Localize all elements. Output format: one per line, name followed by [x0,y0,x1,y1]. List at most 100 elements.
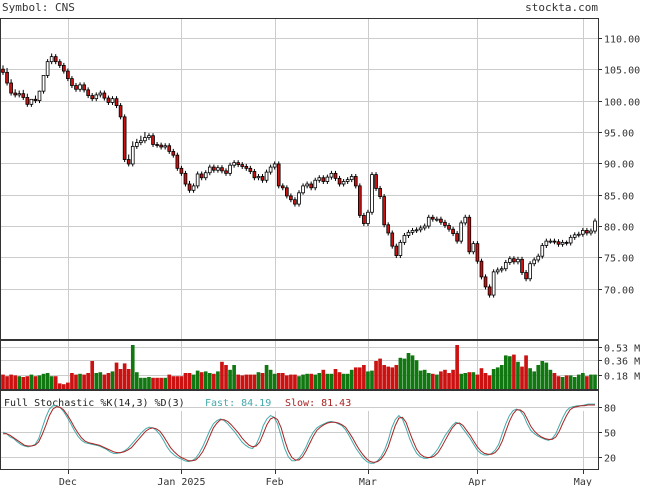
candle-body [548,240,553,243]
price-tick-label: 100.00 [604,98,640,109]
candle-body [155,144,159,146]
volume-bar [70,373,74,389]
volume-bar [540,361,545,389]
candle-body [62,65,66,72]
candle-body [479,260,484,278]
volume-bar [216,371,220,389]
volume-bar [487,375,492,389]
volume-bar [260,373,265,389]
candle-body [260,176,265,181]
price-tick-label: 80.00 [604,223,634,234]
candle-body [5,71,9,84]
candle-body [187,183,192,191]
candle-body [333,172,338,179]
x-tick-label: Mar [359,477,377,486]
candle-body [552,240,557,243]
stochastic-panel-frame [0,390,599,470]
volume-bar [406,353,411,389]
candle-body [191,185,196,191]
price-axis: 110.00 105.00 100.00 95.00 90.00 85.00 80.00 75… [598,35,640,297]
candle-body [240,164,245,167]
candle-body [366,211,370,224]
volume-bar [564,375,569,389]
volume-bar [589,374,593,389]
x-tick-label: Jan 2025 [157,477,205,486]
volume-bar [232,365,236,389]
candle-body [593,220,597,232]
volume-bar [443,369,447,389]
candle-body [224,170,228,174]
candle-body [499,268,504,271]
candle-body [317,177,322,181]
price-tick-label: 90.00 [604,160,634,171]
volume-bar [195,370,200,389]
candle-body [256,176,261,179]
volume-bar [398,357,403,389]
volume-bar [422,369,427,389]
candle-body [378,188,382,197]
candle-body [228,164,232,174]
volume-bar [224,365,228,389]
candle-body [439,218,443,223]
candle-body [585,230,589,234]
volume-bar [21,377,26,389]
candle-body [17,93,22,96]
candle-body [349,176,354,181]
candle-body [248,167,253,172]
candle-body [430,216,435,220]
candle-body [370,174,374,213]
volume-bar [516,361,520,389]
volume-bar [503,355,508,389]
volume-bar [508,356,512,389]
candle-body [29,98,34,105]
volume-bar [439,371,443,389]
candle-body [329,172,334,178]
candle-body [398,241,403,256]
candle-body [199,173,204,179]
volume-bar [78,373,82,389]
volume-bar [317,373,322,389]
volume-bar [66,382,70,389]
candle-body [179,167,184,174]
volume-tick-label: 0.36 M [604,357,640,368]
candle-body [491,271,496,296]
candle-body [390,232,395,247]
candle-body [171,150,176,156]
candle-body [37,90,42,101]
volume-bar [568,375,573,389]
candle-body [455,233,459,242]
candle-body [86,89,90,96]
volume-bar [447,373,451,389]
candle-body [532,259,536,265]
candle-body [21,93,26,98]
volume-bar [159,377,163,389]
candle-body [66,70,70,80]
volume-bar [17,376,22,389]
volume-bar [203,371,208,389]
volume-bar [325,373,330,389]
candle-body [459,222,464,242]
volume-bar [5,376,9,389]
candle-body [252,171,257,179]
fast-line [2,403,595,464]
volume-bar [45,373,50,389]
candle-body [25,97,30,105]
volume-bar [33,376,38,389]
volume-bar [301,374,305,389]
candle-body [309,183,313,189]
volume-bar [435,374,439,389]
stochastic-title: Full Stochastic %K(14,3) %D(3) [4,398,185,409]
candle-body [236,162,240,165]
volume-bar [183,373,188,389]
candle-body [232,162,236,166]
candle-body [139,140,143,144]
candle-body [483,276,488,288]
candle-body [374,174,378,189]
volume-bar [272,373,277,389]
volume-bar [430,373,435,389]
volume-bar [333,369,338,389]
candle-body [151,135,155,145]
candle-body [74,85,78,90]
x-tick-label: Feb [266,477,284,486]
candle-body [114,98,119,106]
